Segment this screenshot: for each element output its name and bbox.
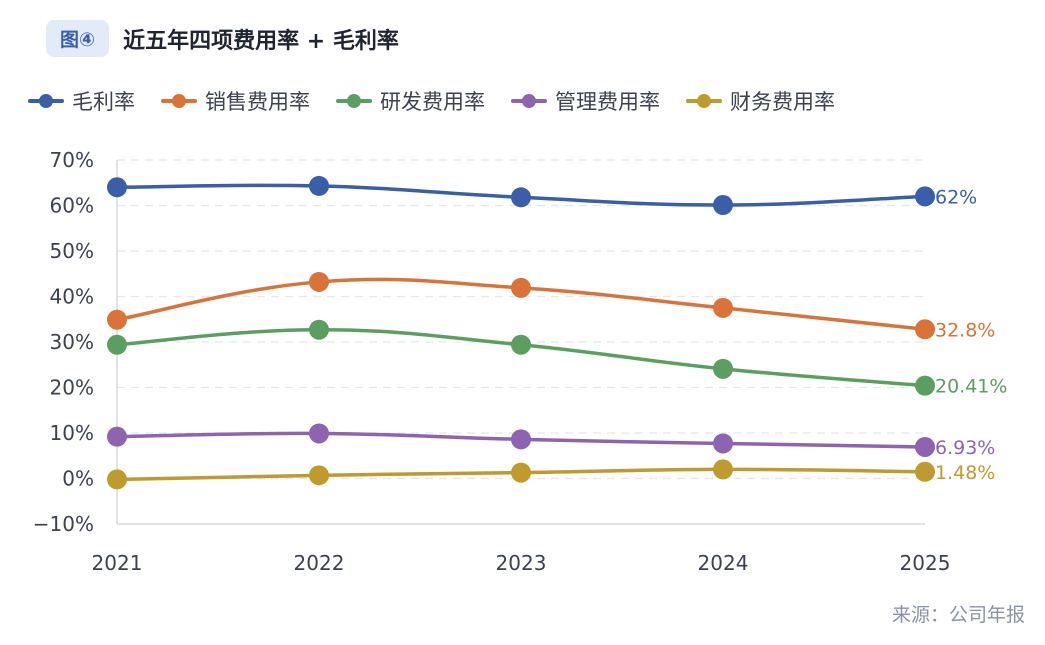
data-point xyxy=(107,426,127,447)
end-value-label: 1.48% xyxy=(935,462,995,484)
end-value-label: 6.93% xyxy=(935,437,995,459)
y-tick-label: 70% xyxy=(50,148,94,172)
legend-marker-icon xyxy=(511,92,547,110)
legend-label: 销售费用率 xyxy=(205,90,310,114)
legend-item[interactable]: 销售费用率 xyxy=(161,86,310,116)
data-point xyxy=(309,175,329,196)
data-point xyxy=(713,433,733,454)
data-point xyxy=(107,334,127,355)
x-tick-label: 2022 xyxy=(294,551,345,575)
y-tick-label: 0% xyxy=(62,467,94,491)
data-point xyxy=(713,358,733,379)
x-tick-label: 2023 xyxy=(496,551,547,575)
figure-badge: 图④ xyxy=(46,20,110,57)
legend-item[interactable]: 财务费用率 xyxy=(686,86,835,116)
data-point xyxy=(511,334,531,355)
legend-marker-icon xyxy=(28,92,64,110)
legend-label: 财务费用率 xyxy=(730,90,835,114)
data-point xyxy=(107,469,127,490)
data-point xyxy=(511,462,531,483)
data-point xyxy=(309,271,329,292)
data-point xyxy=(915,319,935,340)
data-point xyxy=(713,297,733,318)
legend-label: 管理费用率 xyxy=(555,90,660,114)
data-point xyxy=(511,187,531,208)
end-value-label: 20.41% xyxy=(935,376,1007,398)
x-tick-label: 2024 xyxy=(698,551,749,575)
data-point xyxy=(915,186,935,207)
data-point xyxy=(309,465,329,486)
x-tick-label: 2025 xyxy=(900,551,951,575)
data-point xyxy=(511,277,531,298)
chart-title: 近五年四项费用率 + 毛利率 xyxy=(123,28,399,54)
y-tick-label: 20% xyxy=(50,376,94,400)
x-tick-label: 2021 xyxy=(92,551,143,575)
legend-item[interactable]: 管理费用率 xyxy=(511,86,660,116)
legend-label: 研发费用率 xyxy=(380,90,485,114)
legend: 毛利率 销售费用率 研发费用率 管理费用率 财务费用率 xyxy=(28,86,835,116)
y-tick-label: 60% xyxy=(50,194,94,218)
end-value-label: 32.8% xyxy=(935,319,995,341)
data-point xyxy=(713,195,733,216)
y-tick-label: −10% xyxy=(33,512,94,536)
y-tick-label: 10% xyxy=(50,421,94,445)
data-point xyxy=(915,375,935,396)
y-tick-label: 30% xyxy=(50,330,94,354)
data-point xyxy=(511,429,531,450)
legend-marker-icon xyxy=(686,92,722,110)
legend-item[interactable]: 研发费用率 xyxy=(336,86,485,116)
data-point xyxy=(107,177,127,198)
y-tick-label: 40% xyxy=(50,285,94,309)
legend-marker-icon xyxy=(161,92,197,110)
y-tick-label: 50% xyxy=(50,239,94,263)
legend-item[interactable]: 毛利率 xyxy=(28,86,135,116)
data-point xyxy=(915,436,935,457)
legend-marker-icon xyxy=(336,92,372,110)
chart-header: 图④ 近五年四项费用率 + 毛利率 xyxy=(46,20,399,57)
data-point xyxy=(915,461,935,482)
data-point xyxy=(713,459,733,480)
data-point xyxy=(309,319,329,340)
data-point xyxy=(309,423,329,444)
source-note: 来源：公司年报 xyxy=(891,604,1025,626)
data-point xyxy=(107,309,127,330)
legend-label: 毛利率 xyxy=(72,90,135,114)
end-value-label: 62% xyxy=(935,186,977,208)
